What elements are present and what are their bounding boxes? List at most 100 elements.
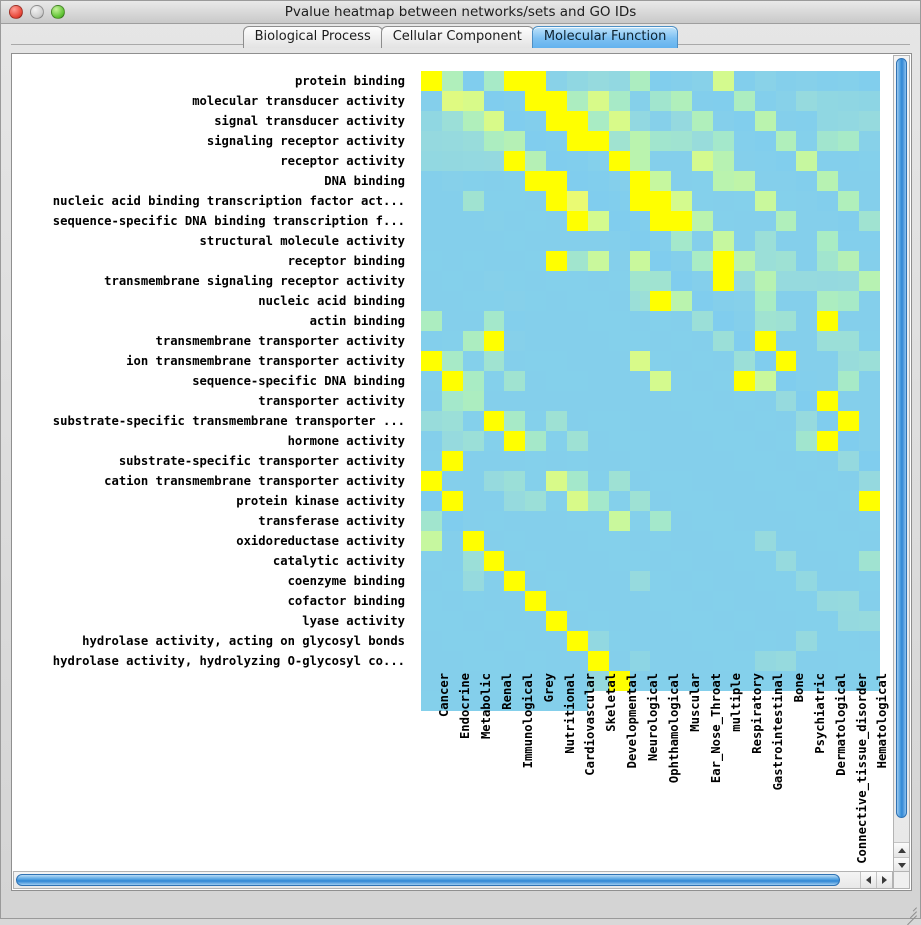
close-button[interactable] (9, 5, 23, 19)
heatmap-cell[interactable] (796, 211, 818, 231)
heatmap-cell[interactable] (608, 491, 630, 511)
heatmap-cell[interactable] (546, 331, 568, 351)
heatmap-cell[interactable] (587, 471, 609, 491)
heatmap-cell[interactable] (692, 291, 714, 311)
heatmap-cell[interactable] (671, 391, 693, 411)
heatmap-cell[interactable] (525, 611, 547, 631)
heatmap-cell[interactable] (525, 351, 547, 371)
heatmap-cell[interactable] (462, 131, 484, 151)
heatmap-cell[interactable] (504, 171, 526, 191)
heatmap-cell[interactable] (421, 311, 442, 331)
heatmap-cell[interactable] (650, 451, 672, 471)
heatmap-cell[interactable] (775, 411, 797, 431)
heatmap-cell[interactable] (629, 551, 651, 571)
heatmap-cell[interactable] (692, 371, 714, 391)
heatmap-cell[interactable] (629, 91, 651, 111)
heatmap-cell[interactable] (441, 591, 463, 611)
heatmap-cell[interactable] (629, 511, 651, 531)
heatmap-cell[interactable] (650, 71, 672, 91)
heatmap-cell[interactable] (421, 271, 442, 291)
heatmap-cell[interactable] (692, 251, 714, 271)
heatmap-cell[interactable] (462, 71, 484, 91)
heatmap-cell[interactable] (421, 451, 442, 471)
heatmap-cell[interactable] (567, 671, 588, 691)
heatmap-cell[interactable] (567, 131, 588, 151)
heatmap-cell[interactable] (671, 631, 693, 651)
heatmap-cell[interactable] (817, 331, 839, 351)
heatmap-cell[interactable] (692, 671, 714, 691)
heatmap-cell[interactable] (525, 631, 547, 651)
heatmap-cell[interactable] (796, 131, 818, 151)
heatmap-cell[interactable] (421, 371, 442, 391)
heatmap-cell[interactable] (692, 151, 714, 171)
heatmap-cell[interactable] (608, 331, 630, 351)
heatmap-cell[interactable] (587, 211, 609, 231)
heatmap-cell[interactable] (462, 171, 484, 191)
heatmap-cell[interactable] (567, 271, 588, 291)
heatmap-cell[interactable] (713, 391, 734, 411)
heatmap-cell[interactable] (859, 411, 880, 431)
heatmap-cell[interactable] (859, 351, 880, 371)
heatmap-cell[interactable] (483, 231, 505, 251)
heatmap-cell[interactable] (713, 311, 734, 331)
heatmap-cell[interactable] (859, 211, 880, 231)
heatmap-cell[interactable] (525, 591, 547, 611)
heatmap-cell[interactable] (671, 331, 693, 351)
heatmap-cell[interactable] (483, 591, 505, 611)
heatmap-cell[interactable] (775, 271, 797, 291)
heatmap-cell[interactable] (692, 571, 714, 591)
heatmap-cell[interactable] (817, 391, 839, 411)
heatmap-cell[interactable] (650, 291, 672, 311)
heatmap-cell[interactable] (421, 91, 442, 111)
heatmap-cell[interactable] (859, 511, 880, 531)
heatmap-cell[interactable] (713, 671, 734, 691)
heatmap-cell[interactable] (483, 411, 505, 431)
heatmap-cell[interactable] (671, 611, 693, 631)
heatmap-cell[interactable] (713, 151, 734, 171)
heatmap-cell[interactable] (587, 151, 609, 171)
heatmap-cell[interactable] (567, 471, 588, 491)
heatmap-cell[interactable] (671, 651, 693, 671)
heatmap-cell[interactable] (629, 311, 651, 331)
heatmap-cell[interactable] (650, 111, 672, 131)
heatmap-cell[interactable] (608, 191, 630, 211)
heatmap-cell[interactable] (441, 691, 463, 711)
heatmap-cell[interactable] (421, 231, 442, 251)
heatmap-cell[interactable] (754, 411, 776, 431)
heatmap-cell[interactable] (608, 271, 630, 291)
heatmap-cell[interactable] (441, 71, 463, 91)
heatmap-cell[interactable] (546, 251, 568, 271)
heatmap-cell[interactable] (838, 431, 860, 451)
heatmap-cell[interactable] (567, 371, 588, 391)
heatmap-cell[interactable] (629, 111, 651, 131)
heatmap-cell[interactable] (733, 131, 755, 151)
heatmap-cell[interactable] (817, 471, 839, 491)
heatmap-cell[interactable] (733, 631, 755, 651)
heatmap-cell[interactable] (796, 311, 818, 331)
heatmap-cell[interactable] (629, 391, 651, 411)
heatmap-cell[interactable] (504, 671, 526, 691)
heatmap-cell[interactable] (838, 151, 860, 171)
scroll-up-button[interactable] (894, 842, 909, 857)
heatmap-cell[interactable] (671, 271, 693, 291)
heatmap-cell[interactable] (817, 131, 839, 151)
heatmap-cell[interactable] (546, 171, 568, 191)
heatmap-cell[interactable] (754, 271, 776, 291)
heatmap-cell[interactable] (567, 411, 588, 431)
heatmap-cell[interactable] (587, 391, 609, 411)
heatmap-cell[interactable] (504, 471, 526, 491)
heatmap-cell[interactable] (587, 291, 609, 311)
heatmap-cell[interactable] (587, 91, 609, 111)
heatmap-cell[interactable] (817, 591, 839, 611)
heatmap-cell[interactable] (525, 211, 547, 231)
heatmap-cell[interactable] (587, 231, 609, 251)
heatmap-cell[interactable] (859, 331, 880, 351)
heatmap-cell[interactable] (525, 551, 547, 571)
heatmap-cell[interactable] (629, 451, 651, 471)
heatmap-cell[interactable] (587, 331, 609, 351)
heatmap-cell[interactable] (587, 651, 609, 671)
heatmap-cell[interactable] (838, 451, 860, 471)
heatmap-cell[interactable] (546, 231, 568, 251)
heatmap-cell[interactable] (546, 671, 568, 691)
heatmap-cell[interactable] (650, 231, 672, 251)
